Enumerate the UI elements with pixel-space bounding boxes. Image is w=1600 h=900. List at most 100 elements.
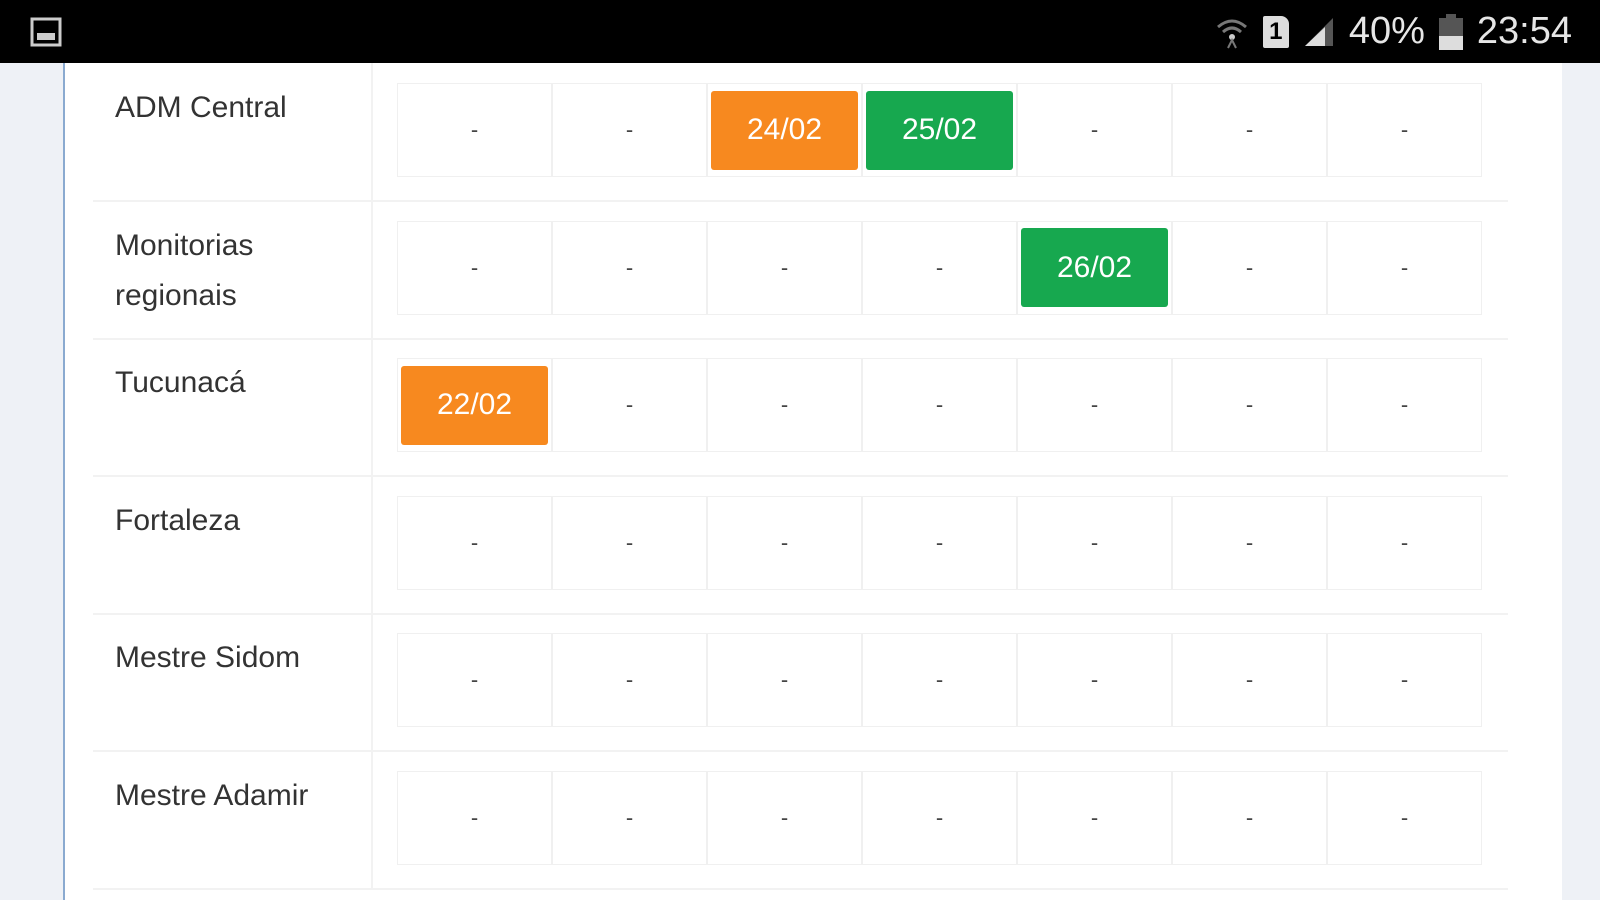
date-badge-orange[interactable]: 22/02 [401,365,548,445]
day-cell: - [1172,633,1327,727]
empty-value: - [935,392,944,417]
row-label: Fortaleza [93,475,373,613]
table-row: Tucunacá 22/02 - - - - - - [93,338,1508,477]
empty-value: - [470,804,479,830]
empty-value: - [625,804,634,830]
day-cell: - [1327,770,1482,865]
day-cells: - - - - 26/02 - - [397,220,1482,315]
day-cell: - [552,633,707,727]
empty-value: - [470,529,479,555]
empty-value: - [1400,392,1409,417]
date-badge-green[interactable]: 26/02 [1021,228,1168,307]
empty-value: - [1400,529,1409,555]
day-cell: - [707,770,862,865]
date-badge-green[interactable]: 25/02 [866,90,1013,170]
row-label: Tucunacá [93,338,373,475]
day-cell: - [862,633,1017,727]
status-bar: 1 40% 23:54 [0,0,1600,63]
row-label: ADM Central [93,63,373,200]
empty-value: - [1245,117,1254,142]
day-cell: - [552,220,707,315]
empty-value: - [470,117,479,142]
schedule-panel: ADM Central - - 24/02 25/02 - - - Monitorias reg… [63,63,1540,900]
empty-value: - [780,804,789,830]
sim-icon: 1 [1262,15,1289,48]
day-cell: - [707,358,862,452]
day-cell: 22/02 [397,358,552,452]
day-cell: - [1172,83,1327,177]
empty-value: - [625,254,634,280]
day-cell: 25/02 [862,83,1017,177]
right-gutter [1538,63,1562,900]
day-cell: - [707,495,862,590]
row-label: Mestre Adamir [93,750,373,888]
empty-value: - [780,529,789,555]
day-cell: - [1327,220,1482,315]
clock: 23:54 [1476,10,1572,52]
day-cells: ------- [397,633,1482,727]
empty-value: - [1400,254,1409,280]
empty-value: - [470,667,479,692]
empty-value: - [1400,804,1409,830]
signal-icon [1304,17,1333,46]
day-cell: - [397,633,552,727]
day-cell: - [707,220,862,315]
day-cell: - [1172,495,1327,590]
day-cell: - [1017,770,1172,865]
empty-value: - [625,667,634,692]
day-cells: 22/02 - - - - - - [397,358,1482,452]
day-cell: - [1172,358,1327,452]
day-cell: - [397,83,552,177]
row-label: Mestre Sidom [93,613,373,750]
day-cell: - [397,495,552,590]
day-cell: - [1327,358,1482,452]
empty-value: - [470,254,479,280]
day-cell: - [1327,83,1482,177]
empty-value: - [1090,392,1099,417]
row-label: Monitorias regionais [93,200,373,338]
empty-value: - [780,667,789,692]
day-cell: - [552,495,707,590]
empty-value: - [1245,804,1254,830]
day-cell: - [552,358,707,452]
day-cell: - [707,633,862,727]
day-cells: ------- [397,495,1482,590]
empty-value: - [780,254,789,280]
day-cell: - [862,495,1017,590]
day-cell: - [552,83,707,177]
day-cell: - [1017,495,1172,590]
day-cell: - [1172,770,1327,865]
day-cell: - [1327,495,1482,590]
day-cell: - [862,770,1017,865]
day-cell: - [862,220,1017,315]
day-cells: ------- [397,770,1482,865]
empty-value: - [780,392,789,417]
battery-icon [1438,13,1463,50]
day-cell: - [1172,220,1327,315]
day-cell: - [397,220,552,315]
table-row: ADM Central - - 24/02 25/02 - - - [93,63,1508,202]
table-row: Mestre Sidom - - - - - - - [93,613,1508,752]
day-cell: 24/02 [707,83,862,177]
day-cell: 26/02 [1017,220,1172,315]
wifi-icon [1216,19,1247,48]
battery-percent: 40% [1348,10,1425,52]
empty-value: - [935,667,944,692]
empty-value: - [625,117,634,142]
day-cell: - [1327,633,1482,727]
empty-value: - [1400,667,1409,692]
day-cell: - [552,770,707,865]
day-cells: - - 24/02 25/02 - - - [397,83,1482,177]
empty-value: - [1245,529,1254,555]
date-badge-orange[interactable]: 24/02 [711,90,858,170]
empty-value: - [1245,392,1254,417]
empty-value: - [935,254,944,280]
table-row: Mestre Adamir - - - - - - - [93,750,1508,890]
day-cell: - [397,770,552,865]
day-cell: - [1017,358,1172,452]
empty-value: - [625,529,634,555]
empty-value: - [1245,667,1254,692]
empty-value: - [935,529,944,555]
table-row: Monitorias regionais - - - - 26/02 - - [93,200,1508,340]
empty-value: - [1090,529,1099,555]
